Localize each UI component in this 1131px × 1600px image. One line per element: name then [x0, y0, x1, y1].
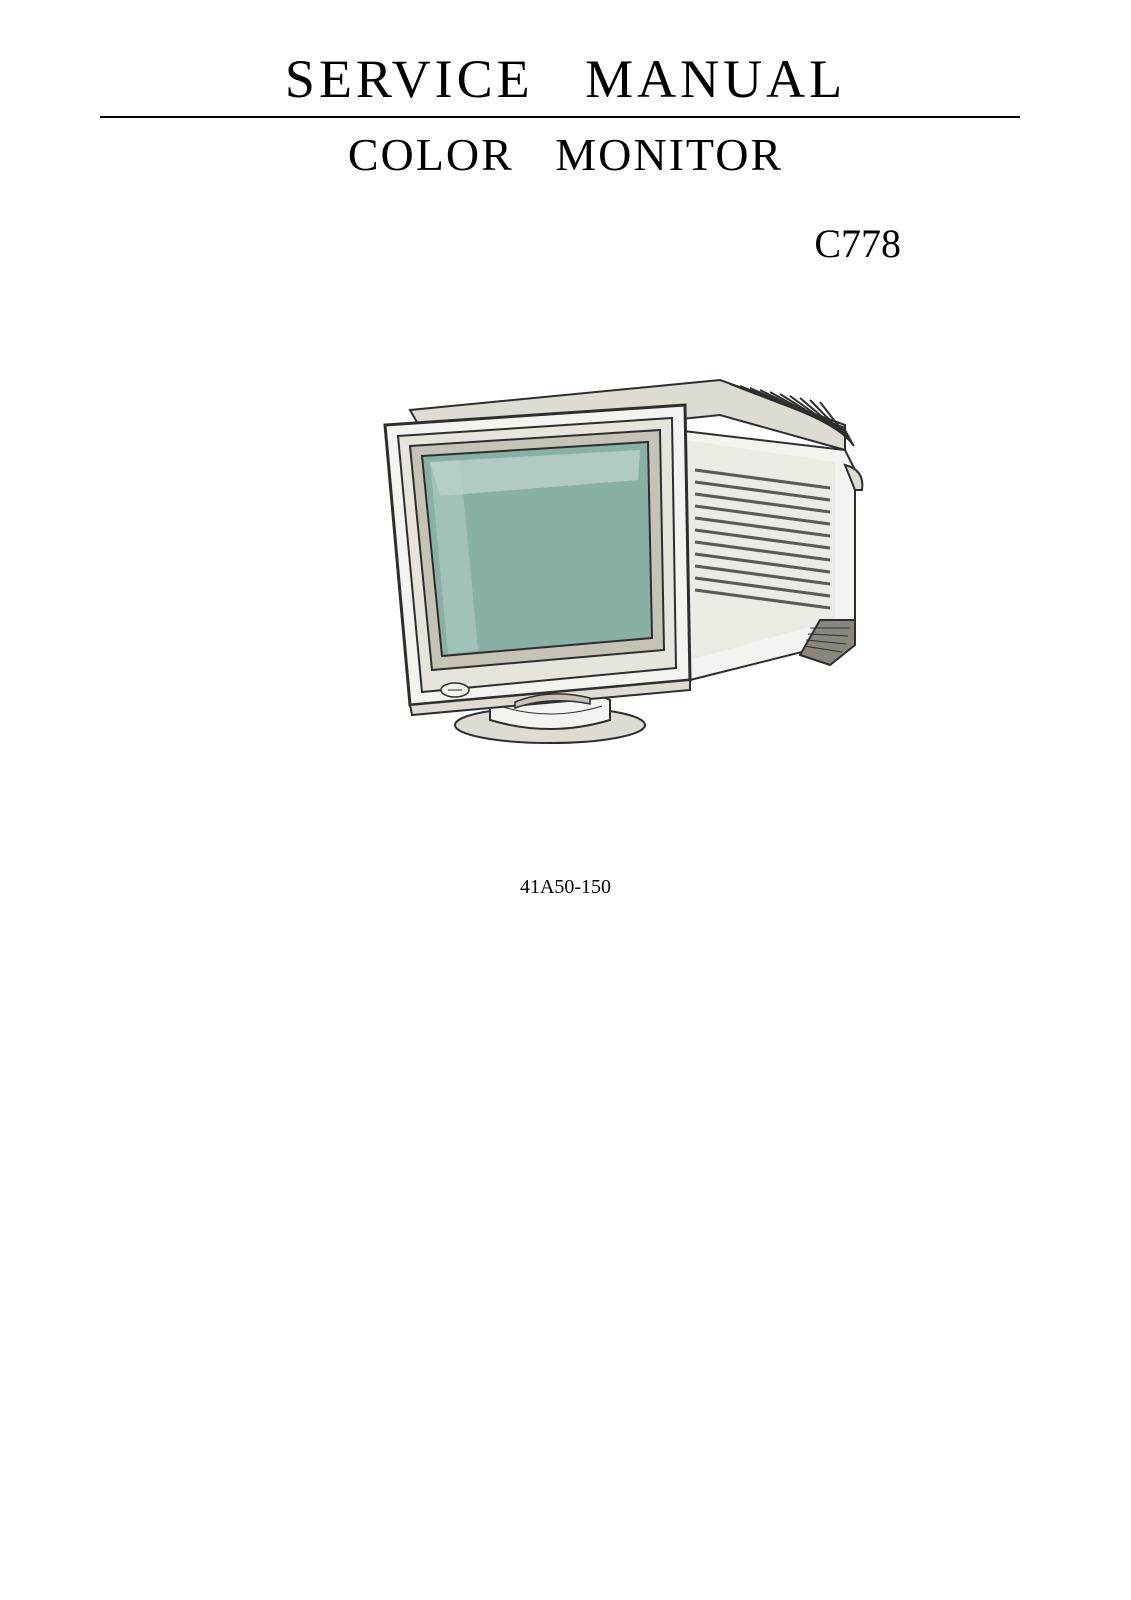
- part-number: 41A50-150: [0, 876, 1131, 899]
- subtitle: COLOR MONITOR: [0, 128, 1131, 181]
- title-underline: [100, 116, 1020, 118]
- model-number: C778: [814, 220, 901, 267]
- title-main: SERVICE MANUAL: [0, 48, 1131, 110]
- monitor-illustration: [290, 370, 890, 750]
- document-page: SERVICE MANUAL COLOR MONITOR C778: [0, 0, 1131, 1600]
